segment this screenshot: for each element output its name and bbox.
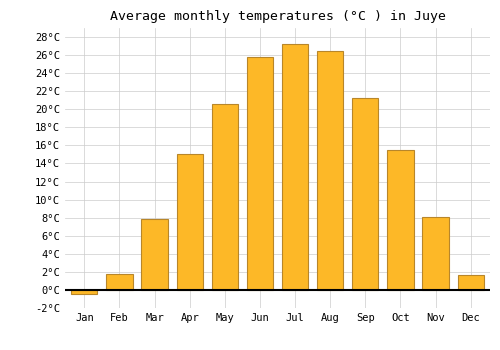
Bar (176, 154, 203, 290)
Bar (388, 150, 413, 290)
Bar (212, 104, 238, 290)
Bar (71, 290, 98, 294)
Bar (458, 275, 484, 290)
Bar (352, 98, 378, 290)
Title: Average monthly temperatures (°C ) in Juye: Average monthly temperatures (°C ) in Ju… (110, 10, 446, 23)
Bar (422, 217, 448, 290)
Bar (106, 274, 132, 290)
Bar (317, 51, 344, 290)
Bar (282, 44, 308, 290)
Bar (142, 219, 168, 290)
Bar (247, 57, 273, 290)
